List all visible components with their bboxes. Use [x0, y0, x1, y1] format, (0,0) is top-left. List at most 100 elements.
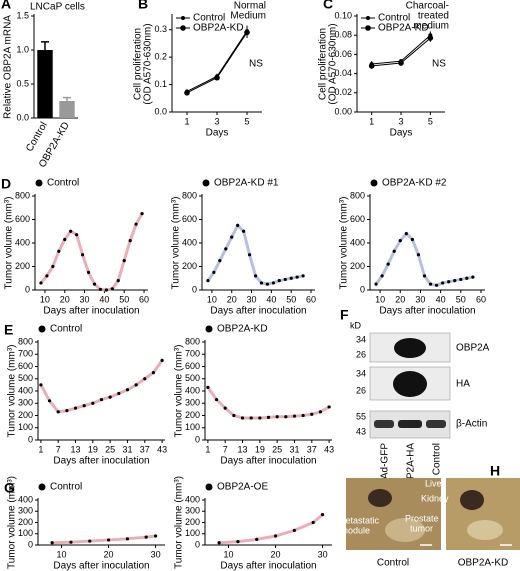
x-tick-label: 5	[428, 116, 433, 126]
marker	[134, 222, 138, 226]
marker	[232, 413, 236, 418]
photo-caption: OBP2A-KD	[458, 558, 509, 569]
marker	[265, 282, 270, 286]
x-axis-label: Days after inoculation	[210, 306, 306, 317]
y-tick-label: 400	[350, 237, 365, 247]
x-tick-label: 19	[255, 444, 265, 454]
size-marker: 26	[356, 349, 366, 359]
legend-marker	[38, 483, 46, 491]
x-tick-label: 1	[369, 116, 374, 126]
x-tick-label: 40	[266, 294, 276, 304]
marker	[284, 415, 288, 419]
y-tick-label: 0	[360, 284, 365, 294]
y-tick-label: 0.2	[154, 52, 167, 62]
y-tick-label: 0	[192, 284, 197, 294]
y-tick-label: 800	[350, 190, 365, 200]
legend-label: OBP2A-KD	[378, 23, 429, 34]
photo-label: Prostate	[405, 513, 439, 523]
protein-label: HA	[456, 379, 470, 390]
marker	[368, 63, 375, 69]
marker	[258, 416, 262, 420]
x-tick-label: 3	[214, 116, 219, 126]
x-axis-label: Days	[390, 128, 413, 139]
x-tick-label: 40	[436, 294, 446, 304]
legend-label: OBP2A-OE	[217, 482, 268, 493]
y-tick-label: 600	[185, 361, 200, 371]
x-tick-label: 10	[375, 294, 385, 304]
x-tick-label: 19	[88, 444, 98, 454]
y-tick-label: 500	[18, 373, 33, 383]
legend-marker	[181, 16, 185, 20]
x-tick-label: 50	[456, 294, 466, 304]
legend-marker	[202, 179, 210, 187]
x-tick-label: 43	[157, 444, 167, 454]
y-tick-label: 0.08	[334, 30, 352, 40]
annotation: treated	[418, 11, 449, 22]
marker	[301, 274, 305, 278]
legend-marker	[205, 483, 213, 491]
marker	[459, 277, 463, 282]
marker	[428, 282, 433, 286]
y-tick-label: 400	[18, 385, 33, 395]
photo-detail	[368, 489, 392, 507]
lane-label: Control	[432, 443, 443, 475]
y-tick-label: 0.0	[16, 112, 29, 122]
y-tick-label: 1.5	[16, 10, 29, 20]
y-tick-label: 600	[15, 214, 30, 224]
marker	[236, 223, 240, 227]
marker	[247, 253, 252, 257]
marker	[292, 414, 297, 418]
marker	[160, 358, 164, 362]
x-tick-label: 50	[286, 294, 296, 304]
marker	[236, 540, 240, 544]
panel-letter: C	[323, 0, 333, 12]
x-tick-label: 30	[80, 294, 90, 304]
x-tick-label: 7	[223, 444, 228, 454]
marker	[230, 235, 234, 239]
marker	[434, 283, 439, 287]
photo-label: tumor	[410, 523, 433, 533]
x-axis-label: Days after inoculation	[53, 456, 149, 467]
y-tick-label: 1.0	[16, 44, 29, 54]
marker	[117, 391, 121, 396]
marker	[47, 399, 52, 403]
stat-label: NS	[249, 59, 263, 70]
marker	[39, 281, 43, 285]
bar	[37, 50, 53, 118]
x-tick-label: 1	[38, 444, 43, 454]
marker	[301, 413, 305, 418]
marker	[140, 212, 144, 216]
y-axis-label: Tumor volume (mm³)	[339, 197, 350, 290]
y-tick-label: 100	[185, 528, 200, 538]
marker	[99, 397, 104, 402]
marker	[65, 409, 69, 413]
marker	[295, 275, 299, 279]
legend-marker	[365, 25, 371, 31]
y-axis-label: (OD A570-630nm)	[328, 23, 339, 104]
marker	[143, 377, 147, 381]
marker	[88, 539, 92, 543]
y-tick-label: 0	[25, 284, 30, 294]
legend-marker	[35, 179, 43, 187]
marker	[277, 279, 281, 283]
legend-marker	[38, 325, 46, 333]
x-axis-label: Days after inoculation	[220, 456, 316, 467]
legend-label: OBP2A-KD #1	[214, 178, 279, 189]
marker	[253, 274, 258, 278]
x-tick-label: 31	[122, 444, 132, 454]
marker	[380, 274, 384, 278]
x-tick-label: 30	[151, 549, 161, 559]
photo-label: nodule	[343, 525, 370, 535]
x-axis-label: Days after inoculation	[43, 306, 139, 317]
kd-label: kD	[350, 320, 362, 330]
y-tick-label: 0.10	[334, 10, 352, 20]
x-tick-label: 40	[99, 294, 109, 304]
photo-caption: Control	[377, 558, 409, 569]
y-tick-label: 0	[195, 539, 200, 549]
legend-marker	[370, 179, 378, 187]
y-tick-label: 200	[350, 261, 365, 271]
marker	[410, 237, 414, 242]
marker	[427, 35, 434, 41]
x-tick-label: 1	[184, 116, 189, 126]
y-tick-label: 0.0	[154, 106, 167, 116]
